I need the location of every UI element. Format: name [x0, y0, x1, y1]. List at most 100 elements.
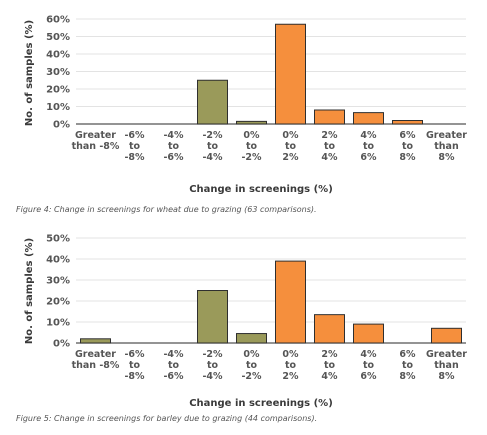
y-axis-title: No. of samples (%): [24, 20, 35, 126]
y-tick-label: 50%: [46, 234, 70, 245]
bar: [80, 338, 111, 344]
x-tick-label-line: 8%: [438, 152, 455, 163]
y-tick-label: 30%: [46, 67, 70, 78]
y-tick-label: 40%: [46, 255, 70, 266]
x-tick-label: 4% to 6%: [360, 130, 377, 163]
x-tick-label-line: Greater: [75, 349, 116, 360]
x-tick-label-line: 8%: [438, 371, 455, 382]
x-tick-label: 6% to 8%: [399, 349, 416, 382]
bar: [197, 290, 228, 344]
x-tick-label-line: 8%: [399, 371, 416, 382]
x-tick-label: 0% to 2%: [282, 349, 299, 382]
x-tick-label-line: -6%: [163, 371, 184, 382]
x-axis-title: Change in screenings (%): [189, 184, 333, 195]
wheat-screenings-chart: 0%10%20%30%40%50%60%Greater than -8%-6% to…: [24, 15, 467, 196]
y-tick-label: 30%: [46, 276, 70, 287]
x-tick-label-line: -8%: [124, 371, 145, 382]
x-tick-label-line: 2%: [321, 130, 338, 141]
bar: [392, 120, 423, 125]
x-tick-label-line: 6%: [360, 152, 377, 163]
bar: [353, 323, 384, 344]
x-tick-label: Greater than 8%: [426, 130, 467, 163]
x-tick-label-line: -2%: [202, 130, 223, 141]
bar: [275, 23, 306, 125]
x-tick-label-line: 0%: [243, 130, 260, 141]
bar: [431, 327, 462, 344]
x-tick-label-line: to: [246, 141, 258, 152]
x-tick-label-line: than -8%: [72, 360, 120, 371]
y-axis-title: No. of samples (%): [24, 238, 35, 344]
x-tick-label-line: 2%: [321, 349, 338, 360]
x-tick-label-line: than: [434, 141, 459, 152]
x-tick-label: 6% to 8%: [399, 130, 416, 163]
x-tick-label: 2% to 4%: [321, 349, 338, 382]
figure-4-caption: Figure 4: Change in screenings for wheat…: [16, 205, 317, 214]
x-tick-label: -2% to -4%: [202, 130, 223, 163]
y-tick-label: 50%: [46, 32, 70, 43]
x-tick-label: 0% to -2%: [241, 130, 262, 163]
x-tick-label: 0% to -2%: [241, 349, 262, 382]
x-tick-label: Greater than -8%: [72, 130, 120, 152]
x-tick-label-line: 0%: [282, 130, 299, 141]
y-tick-label: 10%: [46, 318, 70, 329]
x-tick-label: -2% to -4%: [202, 349, 223, 382]
x-tick-label-line: to: [168, 360, 180, 371]
x-tick-label-line: 6%: [399, 349, 416, 360]
x-tick-label: 0% to 2%: [282, 130, 299, 163]
x-tick-label-line: to: [129, 141, 141, 152]
y-tick-label: 10%: [46, 102, 70, 113]
y-tick-label: 0%: [53, 120, 70, 131]
x-tick-label-line: to: [402, 141, 414, 152]
x-tick-label: -4% to -6%: [163, 130, 184, 163]
bar: [314, 314, 345, 344]
x-tick-label: -4% to -6%: [163, 349, 184, 382]
y-tick-label: 0%: [53, 339, 70, 350]
x-tick-label-line: -4%: [163, 130, 184, 141]
x-tick-label-line: than: [434, 360, 459, 371]
x-tick-label-line: -2%: [241, 152, 262, 163]
x-tick-label: Greater than -8%: [72, 349, 120, 371]
x-tick-label-line: -6%: [163, 152, 184, 163]
x-tick-label-line: -2%: [202, 349, 223, 360]
x-tick-label-line: 2%: [282, 371, 299, 382]
x-tick-label-line: 4%: [360, 349, 377, 360]
bar: [353, 112, 384, 125]
x-tick-label-line: -6%: [124, 349, 145, 360]
x-tick-label-line: 6%: [360, 371, 377, 382]
x-tick-label-line: to: [207, 360, 219, 371]
x-tick-label-line: to: [363, 141, 375, 152]
x-tick-label-line: 4%: [360, 130, 377, 141]
barley-screenings-chart: 0%10%20%30%40%50%Greater than -8%-6% to -8%…: [24, 234, 467, 409]
x-tick-label-line: 0%: [282, 349, 299, 360]
y-tick-label: 20%: [46, 297, 70, 308]
x-tick-label-line: 4%: [321, 152, 338, 163]
figure-5-caption: Figure 5: Change in screenings for barle…: [16, 414, 318, 423]
x-tick-label-line: to: [207, 141, 219, 152]
x-tick-label-line: Greater: [75, 130, 116, 141]
x-axis-title: Change in screenings (%): [189, 398, 333, 408]
bar: [236, 333, 267, 344]
x-tick-label-line: to: [324, 141, 336, 152]
x-tick-label-line: Greater: [426, 130, 467, 141]
x-tick-label-line: -4%: [202, 152, 223, 163]
x-tick-label-line: to: [363, 360, 375, 371]
x-tick-label-line: to: [246, 360, 258, 371]
x-tick-label-line: to: [129, 360, 141, 371]
x-tick-label-line: 8%: [399, 152, 416, 163]
x-tick-label-line: to: [168, 141, 180, 152]
x-tick-label-line: -4%: [163, 349, 184, 360]
bar: [314, 109, 345, 125]
bar: [275, 260, 306, 344]
x-tick-label-line: to: [285, 360, 297, 371]
x-tick-label-line: 2%: [282, 152, 299, 163]
x-tick-label-line: 6%: [399, 130, 416, 141]
x-tick-label-line: to: [324, 360, 336, 371]
x-tick-label: Greater than 8%: [426, 349, 467, 382]
x-tick-label-line: -8%: [124, 152, 145, 163]
y-tick-label: 20%: [46, 85, 70, 96]
x-tick-label: -6% to -8%: [124, 349, 145, 382]
x-tick-label-line: -6%: [124, 130, 145, 141]
bar: [236, 120, 267, 125]
bar: [197, 79, 228, 125]
y-tick-label: 40%: [46, 50, 70, 61]
